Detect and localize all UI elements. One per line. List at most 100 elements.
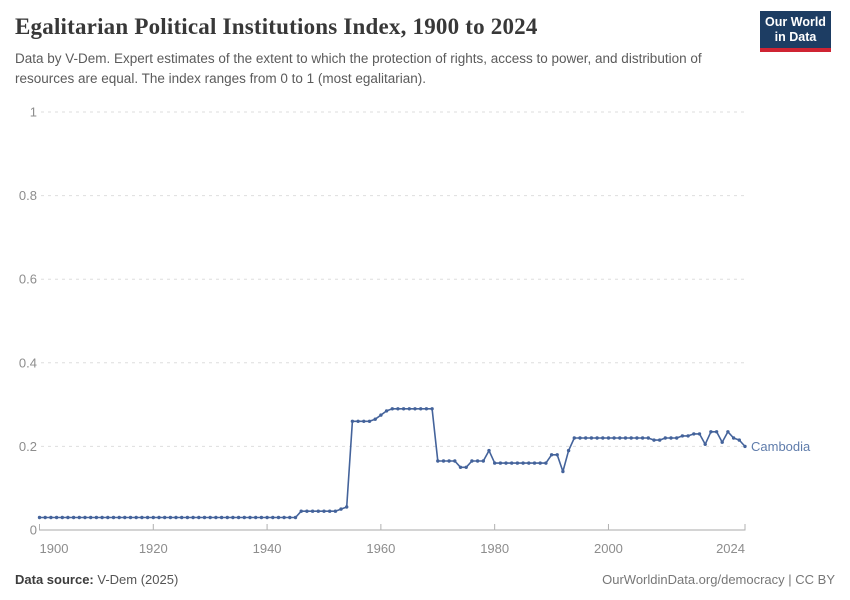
data-point[interactable] — [686, 434, 690, 438]
data-point[interactable] — [128, 515, 133, 520]
data-point[interactable] — [83, 515, 87, 520]
data-point[interactable] — [640, 436, 645, 440]
data-point[interactable] — [191, 515, 195, 520]
data-point[interactable] — [185, 515, 190, 520]
data-point[interactable] — [436, 459, 440, 463]
data-point[interactable] — [265, 515, 269, 520]
data-point[interactable] — [561, 469, 565, 474]
data-point[interactable] — [356, 419, 360, 423]
data-point[interactable] — [373, 417, 377, 421]
data-point[interactable] — [77, 515, 82, 520]
data-point[interactable] — [106, 515, 110, 520]
data-point[interactable] — [737, 438, 741, 442]
data-point[interactable] — [623, 436, 628, 440]
data-point[interactable] — [413, 407, 417, 411]
data-point[interactable] — [350, 419, 355, 423]
data-point[interactable] — [407, 407, 411, 411]
data-point[interactable] — [498, 461, 503, 465]
data-point[interactable] — [384, 409, 389, 413]
data-point[interactable] — [669, 436, 673, 440]
data-point[interactable] — [145, 515, 150, 520]
data-point[interactable] — [441, 459, 446, 463]
data-point[interactable] — [316, 509, 320, 513]
data-point[interactable] — [242, 515, 246, 520]
data-point[interactable] — [151, 515, 155, 520]
data-point[interactable] — [248, 515, 252, 520]
data-point[interactable] — [544, 461, 548, 465]
data-point[interactable] — [276, 515, 281, 520]
owid-logo[interactable]: Our World in Data — [760, 11, 831, 52]
series-label-cambodia[interactable]: Cambodia — [751, 439, 811, 454]
data-point[interactable] — [157, 515, 161, 520]
data-point[interactable] — [89, 515, 93, 520]
data-point[interactable] — [521, 461, 525, 465]
data-point[interactable] — [134, 515, 138, 520]
data-point[interactable] — [635, 436, 639, 440]
data-point[interactable] — [54, 515, 59, 520]
data-point[interactable] — [464, 465, 468, 469]
data-point[interactable] — [430, 407, 434, 411]
data-point[interactable] — [447, 459, 451, 463]
data-point[interactable] — [197, 515, 201, 520]
data-point[interactable] — [219, 515, 224, 520]
data-point[interactable] — [538, 461, 542, 465]
data-point[interactable] — [333, 509, 338, 513]
data-point[interactable] — [202, 515, 207, 520]
data-point[interactable] — [515, 461, 520, 465]
series-line-cambodia[interactable] — [38, 408, 746, 519]
data-point[interactable] — [726, 430, 730, 434]
data-point[interactable] — [367, 419, 372, 423]
data-point[interactable] — [601, 436, 605, 440]
data-point[interactable] — [487, 448, 491, 453]
data-point[interactable] — [339, 507, 343, 511]
data-point[interactable] — [532, 461, 537, 465]
data-point[interactable] — [117, 515, 121, 520]
data-point[interactable] — [282, 515, 286, 520]
data-point[interactable] — [49, 515, 53, 520]
data-point[interactable] — [111, 515, 116, 520]
data-point[interactable] — [43, 515, 47, 520]
data-point[interactable] — [481, 459, 485, 463]
series-markers-cambodia[interactable] — [37, 407, 747, 520]
data-point[interactable] — [362, 419, 366, 423]
data-point[interactable] — [572, 436, 576, 440]
data-point[interactable] — [390, 407, 394, 411]
data-point[interactable] — [214, 515, 218, 520]
data-point[interactable] — [697, 432, 702, 436]
data-point[interactable] — [504, 461, 508, 465]
data-point[interactable] — [396, 407, 400, 411]
data-point[interactable] — [663, 436, 667, 440]
data-point[interactable] — [709, 430, 713, 434]
data-point[interactable] — [475, 459, 480, 463]
data-point[interactable] — [288, 515, 292, 520]
data-point[interactable] — [612, 436, 616, 440]
data-point[interactable] — [37, 515, 42, 520]
data-point[interactable] — [419, 407, 423, 411]
data-point[interactable] — [555, 453, 559, 457]
data-point[interactable] — [328, 509, 332, 513]
data-point[interactable] — [703, 442, 707, 446]
data-point[interactable] — [236, 515, 241, 520]
data-point[interactable] — [618, 436, 622, 440]
data-point[interactable] — [584, 436, 588, 440]
data-point[interactable] — [424, 407, 429, 411]
data-point[interactable] — [401, 407, 406, 411]
data-point[interactable] — [720, 440, 724, 444]
data-point[interactable] — [293, 515, 298, 520]
data-point[interactable] — [208, 515, 212, 520]
data-point[interactable] — [66, 515, 70, 520]
data-point[interactable] — [225, 515, 229, 520]
data-point[interactable] — [60, 515, 64, 520]
data-point[interactable] — [305, 509, 309, 513]
data-point[interactable] — [714, 430, 719, 434]
data-point[interactable] — [629, 436, 633, 440]
data-point[interactable] — [493, 461, 497, 465]
data-point[interactable] — [168, 515, 173, 520]
data-point[interactable] — [299, 509, 303, 513]
data-point[interactable] — [379, 413, 383, 417]
data-point[interactable] — [731, 436, 736, 440]
data-point[interactable] — [470, 459, 474, 463]
data-point[interactable] — [595, 436, 599, 440]
data-point[interactable] — [163, 515, 167, 520]
